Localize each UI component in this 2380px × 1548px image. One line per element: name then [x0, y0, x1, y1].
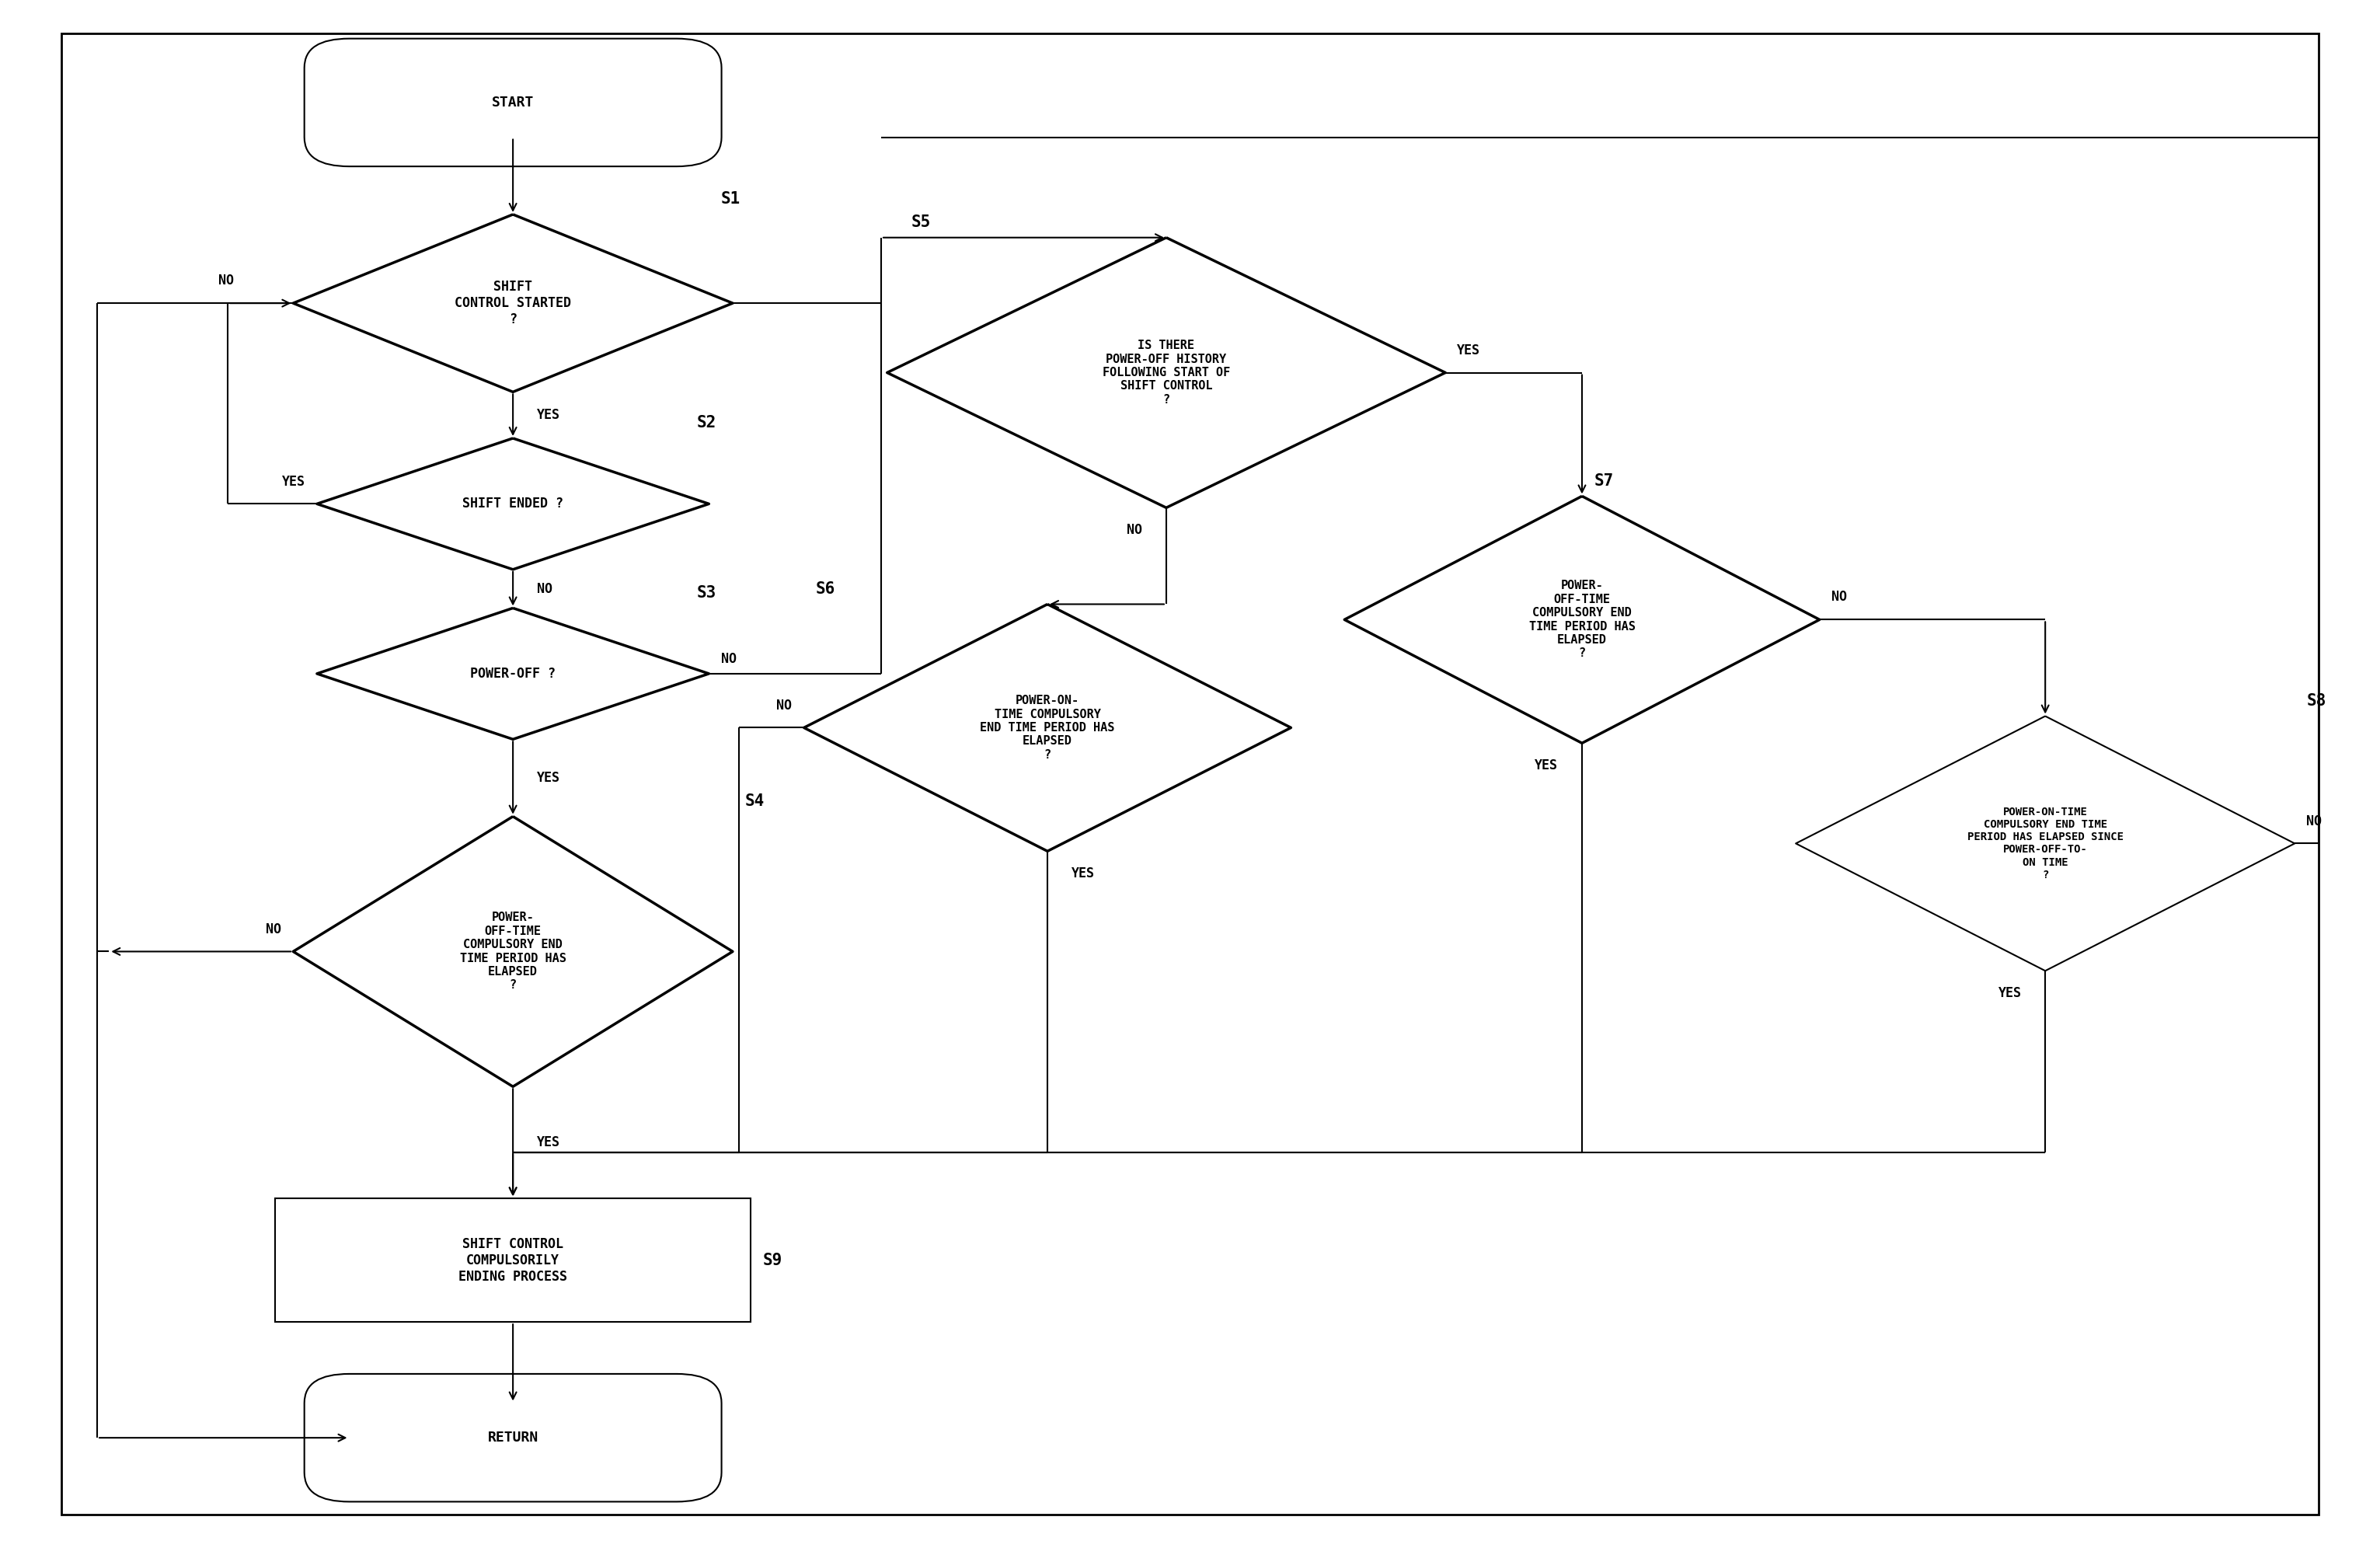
Text: S9: S9 [762, 1252, 783, 1268]
Polygon shape [293, 816, 733, 1087]
Bar [276, 1198, 750, 1322]
Polygon shape [293, 215, 733, 392]
Text: RETURN: RETURN [488, 1430, 538, 1444]
Text: POWER-OFF ?: POWER-OFF ? [471, 667, 555, 681]
Text: SHIFT CONTROL
COMPULSORILY
ENDING PROCESS: SHIFT CONTROL COMPULSORILY ENDING PROCES… [459, 1237, 566, 1283]
Text: NO: NO [1833, 590, 1847, 604]
Text: S3: S3 [697, 585, 716, 601]
Polygon shape [804, 604, 1290, 851]
Text: YES: YES [536, 409, 559, 423]
Text: NO: NO [267, 923, 281, 937]
Text: POWER-
OFF-TIME
COMPULSORY END
TIME PERIOD HAS
ELAPSED
?: POWER- OFF-TIME COMPULSORY END TIME PERI… [459, 912, 566, 991]
Text: SHIFT
CONTROL STARTED
?: SHIFT CONTROL STARTED ? [455, 280, 571, 327]
FancyBboxPatch shape [305, 1375, 721, 1502]
Text: YES: YES [1535, 759, 1559, 772]
Text: S4: S4 [745, 793, 764, 808]
Text: S8: S8 [2306, 694, 2325, 709]
Text: YES: YES [1457, 344, 1480, 358]
Text: YES: YES [1999, 986, 2021, 1000]
Polygon shape [317, 438, 709, 570]
Text: YES: YES [536, 1136, 559, 1150]
Text: S2: S2 [697, 415, 716, 430]
Polygon shape [1345, 497, 1821, 743]
Text: IS THERE
POWER-OFF HISTORY
FOLLOWING START OF
SHIFT CONTROL
?: IS THERE POWER-OFF HISTORY FOLLOWING STA… [1102, 339, 1230, 406]
Text: NO: NO [1128, 523, 1142, 537]
Text: S6: S6 [816, 580, 835, 596]
Text: S1: S1 [721, 190, 740, 207]
Text: NO: NO [536, 582, 552, 596]
FancyBboxPatch shape [305, 39, 721, 166]
Polygon shape [888, 237, 1445, 508]
Text: YES: YES [281, 474, 305, 489]
Text: YES: YES [536, 771, 559, 785]
Text: NO: NO [219, 274, 233, 288]
Polygon shape [317, 608, 709, 740]
Text: POWER-ON-TIME
COMPULSORY END TIME
PERIOD HAS ELAPSED SINCE
POWER-OFF-TO-
ON TIME: POWER-ON-TIME COMPULSORY END TIME PERIOD… [1968, 807, 2123, 881]
Text: NO: NO [721, 652, 735, 666]
Text: NO: NO [2306, 814, 2323, 828]
Text: YES: YES [1071, 867, 1095, 881]
Text: START: START [493, 96, 533, 110]
Polygon shape [1797, 717, 2294, 971]
Text: S7: S7 [1595, 472, 1614, 489]
Text: NO: NO [776, 698, 793, 712]
Text: POWER-
OFF-TIME
COMPULSORY END
TIME PERIOD HAS
ELAPSED
?: POWER- OFF-TIME COMPULSORY END TIME PERI… [1528, 580, 1635, 659]
Text: POWER-ON-
TIME COMPULSORY
END TIME PERIOD HAS
ELAPSED
?: POWER-ON- TIME COMPULSORY END TIME PERIO… [981, 695, 1114, 760]
Text: S5: S5 [912, 214, 931, 229]
Text: SHIFT ENDED ?: SHIFT ENDED ? [462, 497, 564, 511]
